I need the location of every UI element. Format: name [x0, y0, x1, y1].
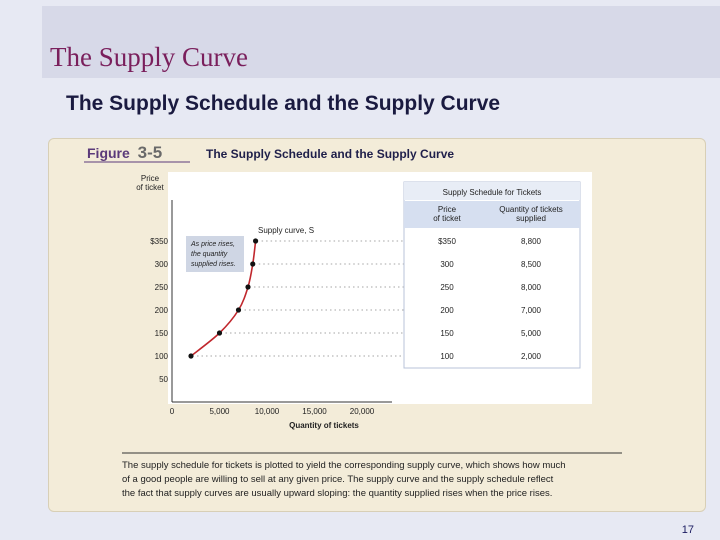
- annotation-line-3: supplied rises.: [191, 261, 236, 268]
- table-header-price-line-1: Price: [438, 205, 457, 214]
- y-tick-label: 100: [155, 352, 169, 361]
- x-tick-label: 15,000: [302, 407, 327, 416]
- table-cell-price: 150: [440, 329, 454, 338]
- supply-point: [216, 330, 223, 336]
- annotation-line-2: the quantity: [191, 251, 228, 258]
- table-cell-price: $350: [438, 237, 456, 246]
- table-cell-quantity: 8,000: [521, 283, 542, 292]
- figure-label-word: Figure: [87, 145, 130, 161]
- supply-point: [235, 307, 242, 313]
- table-cell-price: 100: [440, 352, 454, 361]
- y-tick-label: 200: [155, 306, 169, 315]
- y-tick-label: 50: [159, 375, 168, 384]
- x-axis-label: Quantity of tickets: [289, 421, 359, 430]
- page-number: 17: [681, 524, 694, 536]
- figure-label-number: 3-5: [138, 143, 163, 162]
- annotation-callout: [186, 236, 244, 272]
- supply-point: [188, 353, 194, 359]
- figure-label: Figure 3-5: [87, 143, 162, 162]
- x-tick-label: 5,000: [209, 407, 230, 416]
- title-band: [42, 6, 720, 78]
- slide-title: The Supply Curve: [50, 42, 248, 72]
- y-tick-labels: 50 100 150 200 250 300 $350: [150, 237, 168, 384]
- table-cell-price: 250: [440, 283, 454, 292]
- slide-subtitle: The Supply Schedule and the Supply Curve: [66, 92, 501, 115]
- table-cell-price: 300: [440, 260, 454, 269]
- table-cell-quantity: 8,500: [521, 260, 542, 269]
- table-cell-quantity: 8,800: [521, 237, 542, 246]
- x-tick-label: 20,000: [350, 407, 375, 416]
- table-cell-price: 200: [440, 306, 454, 315]
- figure-title: The Supply Schedule and the Supply Curve: [206, 147, 454, 161]
- x-tick-label: 10,000: [255, 407, 280, 416]
- table-cell-quantity: 7,000: [521, 306, 542, 315]
- y-tick-label: 250: [155, 283, 169, 292]
- x-tick-labels: 0 5,000 10,000 15,000 20,000: [170, 407, 375, 416]
- supply-schedule-table: Supply Schedule for Tickets Price of tic…: [403, 181, 581, 369]
- table-cell-quantity: 5,000: [521, 329, 542, 338]
- table-header-quantity-line-1: Quantity of tickets: [499, 205, 563, 214]
- table-header-band: [404, 201, 580, 228]
- y-axis-label-line-2: of ticket: [136, 183, 164, 192]
- y-axis-label-line-1: Price: [141, 174, 160, 183]
- caption-line-1: The supply schedule for tickets is plott…: [122, 460, 566, 471]
- table-header-quantity-line-2: supplied: [516, 214, 546, 223]
- x-tick-label: 0: [170, 407, 175, 416]
- supply-curve-label: Supply curve, S: [258, 226, 314, 235]
- supply-point: [245, 284, 251, 290]
- table-header-price-line-2: of ticket: [433, 214, 461, 223]
- y-tick-label: $350: [150, 237, 168, 246]
- table-title: Supply Schedule for Tickets: [443, 188, 542, 197]
- table-cell-quantity: 2,000: [521, 352, 542, 361]
- supply-points: [188, 238, 259, 359]
- caption-line-2: of a good people are willing to sell at …: [122, 474, 554, 485]
- table-rows: $350 8,800 300 8,500 250 8,000 200 7,000 150 5,00…: [438, 237, 541, 361]
- caption-line-3: the fact that supply curves are usually …: [122, 488, 552, 499]
- supply-point: [253, 238, 259, 244]
- table-title-band: [404, 182, 580, 200]
- y-tick-label: 150: [155, 329, 169, 338]
- supply-point: [250, 261, 256, 267]
- annotation-line-1: As price rises,: [190, 241, 235, 248]
- y-tick-label: 300: [155, 260, 169, 269]
